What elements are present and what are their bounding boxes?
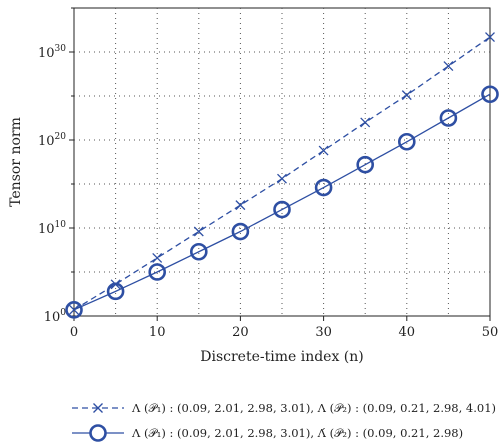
y-tick-label: 1020 bbox=[38, 132, 66, 149]
data-point-x-marker bbox=[485, 32, 495, 42]
y-axis-ticks: 100 1010 1020 1030 bbox=[38, 7, 74, 325]
series-line-2 bbox=[73, 93, 491, 311]
y-tick-label: 1010 bbox=[38, 220, 66, 237]
data-point-x-marker bbox=[401, 90, 412, 101]
legend-circle-marker bbox=[89, 424, 107, 442]
legend-label-2: Λ (𝒫₁) : (0.09, 2.01, 2.98, 3.01), Λ́ (𝒫… bbox=[131, 426, 463, 440]
data-point-x-marker bbox=[277, 173, 287, 184]
x-axis-label: Discrete-time index (n) bbox=[200, 349, 364, 365]
data-point-x-marker bbox=[443, 61, 454, 72]
x-axis-ticks: 0 10 20 30 40 50 bbox=[70, 316, 498, 340]
legend-x-marker bbox=[93, 403, 103, 413]
x-tick-label: 20 bbox=[232, 325, 249, 340]
data-point-circle-marker bbox=[148, 263, 166, 281]
x-tick-label: 10 bbox=[149, 325, 166, 340]
data-point-x-marker bbox=[235, 200, 246, 211]
data-point-circle-marker bbox=[190, 242, 208, 261]
y-tick-label: 100 bbox=[44, 308, 67, 325]
data-point-circle-marker bbox=[481, 85, 499, 104]
series-layer bbox=[65, 32, 499, 319]
y-tick-label: 1030 bbox=[38, 44, 66, 61]
data-point-circle-marker bbox=[439, 109, 458, 127]
x-tick-label: 50 bbox=[482, 325, 499, 340]
data-point-circle-marker bbox=[273, 200, 291, 219]
data-point-x-marker bbox=[193, 226, 204, 237]
data-point-circle-marker bbox=[314, 178, 333, 197]
data-point-x-marker bbox=[318, 145, 329, 156]
data-point-circle-marker bbox=[356, 155, 375, 174]
data-point-x-marker bbox=[152, 252, 163, 263]
y-axis-label: Tensor norm bbox=[8, 117, 24, 207]
x-tick-label: 0 bbox=[70, 325, 78, 340]
data-point-circle-marker bbox=[65, 301, 83, 319]
legend: Λ (𝒫₁) : (0.09, 2.01, 2.98, 3.01), Λ (𝒫₂… bbox=[72, 401, 496, 442]
data-point-x-marker bbox=[360, 117, 371, 128]
x-tick-label: 30 bbox=[315, 325, 332, 340]
data-point-circle-marker bbox=[106, 282, 125, 301]
legend-label-1: Λ (𝒫₁) : (0.09, 2.01, 2.98, 3.01), Λ (𝒫₂… bbox=[131, 401, 496, 415]
data-point-circle-marker bbox=[231, 222, 250, 241]
x-tick-label: 40 bbox=[399, 325, 416, 340]
plot-area bbox=[73, 7, 491, 317]
data-point-circle-marker bbox=[397, 132, 416, 151]
